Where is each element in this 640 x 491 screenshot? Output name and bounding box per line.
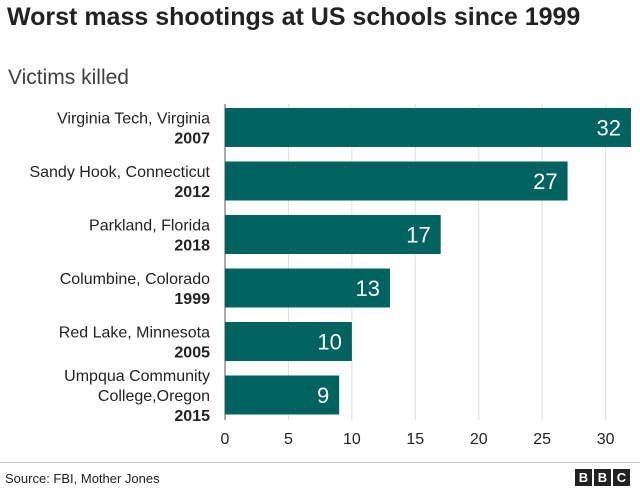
footer-divider (0, 462, 640, 463)
category-label: Sandy Hook, Connecticut (29, 164, 210, 181)
category-year: 2018 (174, 238, 210, 255)
category-year: 2015 (174, 408, 210, 425)
bar (225, 108, 631, 147)
bar-chart: 32 27 17 13 10 9 Virginia Tech, Virginia 2007 S… (29, 104, 631, 448)
x-tick-label: 30 (597, 431, 615, 448)
category-label: Red Lake, Minnesota (59, 325, 210, 342)
category-label: College,Oregon (98, 388, 210, 405)
x-tick-label: 20 (470, 431, 488, 448)
category-year: 2005 (174, 345, 210, 362)
bbc-logo-letter: C (613, 469, 630, 486)
x-tick-label: 25 (533, 431, 551, 448)
x-tick-label: 15 (406, 431, 424, 448)
category-year: 1999 (174, 291, 210, 308)
bar (225, 322, 352, 361)
category-year: 2012 (174, 184, 210, 201)
bar-value-label: 17 (406, 223, 430, 248)
chart-subtitle: Victims killed (8, 66, 129, 89)
bbc-logo-letter: B (594, 469, 611, 486)
source-note: Source: FBI, Mother Jones (5, 471, 160, 486)
bar (225, 268, 390, 308)
bar (225, 215, 441, 254)
category-label: Virginia Tech, Virginia (57, 111, 210, 128)
category-label: Columbine, Colorado (60, 271, 210, 288)
bar-value-label: 32 (597, 116, 621, 141)
x-tick-label: 10 (343, 431, 361, 448)
category-labels: Virginia Tech, Virginia 2007 Sandy Hook, C… (29, 111, 210, 426)
chart-title: Worst mass shootings at US schools since… (7, 3, 581, 31)
category-label: Parkland, Florida (89, 218, 210, 235)
x-axis-ticks: 0 5 10 15 20 25 30 (221, 431, 615, 448)
bar (225, 161, 568, 201)
gridlines (224, 104, 607, 420)
bars: 32 27 17 13 10 9 (225, 108, 631, 415)
bar-value-label: 9 (317, 383, 329, 408)
category-year: 2007 (174, 131, 210, 148)
bbc-logo: B B C (575, 469, 630, 486)
bar-value-label: 10 (317, 330, 341, 355)
x-tick-label: 0 (221, 431, 230, 448)
bar-value-label: 27 (533, 169, 557, 194)
bbc-logo-letter: B (575, 469, 592, 486)
category-label: Umpqua Community (64, 368, 210, 385)
x-tick-label: 5 (284, 431, 293, 448)
bar (225, 375, 340, 415)
bar-value-label: 13 (355, 276, 379, 301)
